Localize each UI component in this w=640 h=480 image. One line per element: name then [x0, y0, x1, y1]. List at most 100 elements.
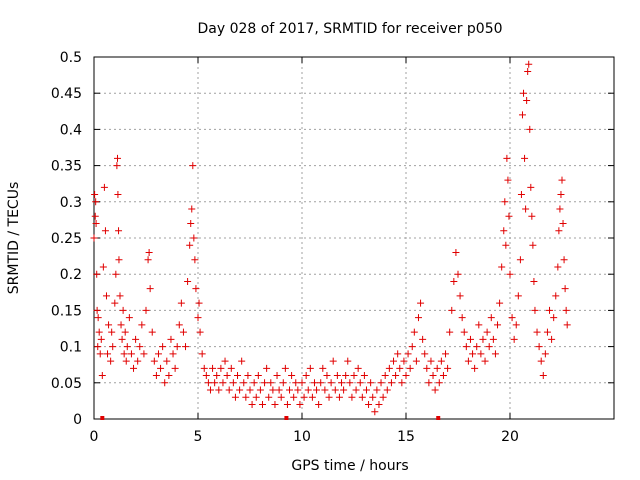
data-point	[367, 379, 375, 387]
data-point	[165, 372, 173, 380]
data-point	[98, 372, 106, 380]
data-point	[562, 306, 570, 314]
data-point	[321, 386, 329, 394]
data-point	[402, 372, 410, 380]
x-axis-title: GPS time / hours	[291, 458, 408, 474]
data-point	[452, 248, 460, 256]
data-point	[437, 357, 445, 365]
x-tick-label: 0	[90, 429, 99, 445]
data-point	[539, 372, 547, 380]
data-point	[196, 328, 204, 336]
y-tick-label: 0.35	[51, 159, 82, 175]
data-point	[281, 364, 289, 372]
data-point	[552, 292, 560, 300]
data-point	[152, 372, 160, 380]
data-point	[491, 350, 499, 358]
data-point	[487, 314, 495, 322]
data-point	[506, 270, 514, 278]
data-point	[412, 357, 420, 365]
data-point	[184, 277, 192, 285]
data-point	[200, 364, 208, 372]
data-point	[340, 386, 348, 394]
data-point	[236, 386, 244, 394]
data-point	[546, 306, 554, 314]
gap-markers	[100, 416, 441, 420]
data-point	[489, 335, 497, 343]
data-point	[206, 386, 214, 394]
data-point	[142, 306, 150, 314]
data-point	[123, 343, 131, 351]
data-point	[275, 386, 283, 394]
data-point	[127, 350, 135, 358]
data-point	[460, 328, 468, 336]
data-point	[108, 328, 116, 336]
data-point	[365, 401, 373, 409]
data-point	[425, 379, 433, 387]
data-point	[256, 386, 264, 394]
data-point	[530, 277, 538, 285]
data-point	[93, 270, 101, 278]
data-point	[387, 379, 395, 387]
y-axis: 0 0.05 0.1 0.15 0.2 0.25 0.3 0.35 0.4 0.45 0.5	[51, 50, 614, 428]
data-point	[273, 372, 281, 380]
data-point	[398, 379, 406, 387]
data-point	[514, 292, 522, 300]
data-point	[517, 191, 525, 199]
data-point	[323, 372, 331, 380]
data-point	[250, 379, 258, 387]
data-point	[315, 401, 323, 409]
data-point	[531, 306, 539, 314]
data-point	[561, 285, 569, 293]
data-point	[258, 401, 266, 409]
data-point	[283, 401, 291, 409]
data-point	[526, 125, 534, 133]
data-point	[145, 248, 153, 256]
data-point	[559, 220, 567, 228]
x-tick-label: 20	[501, 429, 519, 445]
data-point	[410, 328, 418, 336]
data-point	[221, 357, 229, 365]
data-point	[191, 256, 199, 264]
data-point	[375, 401, 383, 409]
data-point	[485, 343, 493, 351]
data-point	[290, 393, 298, 401]
data-point	[319, 364, 327, 372]
chart-title: Day 028 of 2017, SRMTID for receiver p05…	[197, 21, 502, 37]
data-point	[279, 379, 287, 387]
data-point	[527, 183, 535, 191]
data-point	[505, 212, 513, 220]
y-tick-label: 0.05	[51, 376, 82, 392]
data-point	[242, 393, 250, 401]
data-point	[362, 386, 370, 394]
data-point	[96, 350, 104, 358]
data-point	[306, 364, 314, 372]
data-point	[157, 364, 165, 372]
data-point	[394, 350, 402, 358]
data-point	[101, 227, 109, 235]
data-point	[118, 335, 126, 343]
data-point	[563, 321, 571, 329]
data-point	[556, 205, 564, 213]
data-point	[187, 220, 195, 228]
data-point	[120, 350, 128, 358]
data-point	[466, 335, 474, 343]
data-point	[469, 350, 477, 358]
data-point	[458, 314, 466, 322]
data-point	[109, 343, 117, 351]
grid-lines	[94, 57, 614, 419]
data-point	[240, 379, 248, 387]
data-point	[444, 364, 452, 372]
data-point	[154, 350, 162, 358]
data-point	[554, 263, 562, 271]
data-point	[263, 364, 271, 372]
data-point	[371, 408, 379, 416]
data-point	[543, 328, 551, 336]
data-point	[213, 372, 221, 380]
data-point	[94, 343, 102, 351]
x-axis: 0 5 10 15 20	[90, 57, 519, 445]
data-point	[448, 306, 456, 314]
data-point	[421, 350, 429, 358]
data-point	[533, 328, 541, 336]
data-point	[97, 335, 105, 343]
data-point	[502, 241, 510, 249]
